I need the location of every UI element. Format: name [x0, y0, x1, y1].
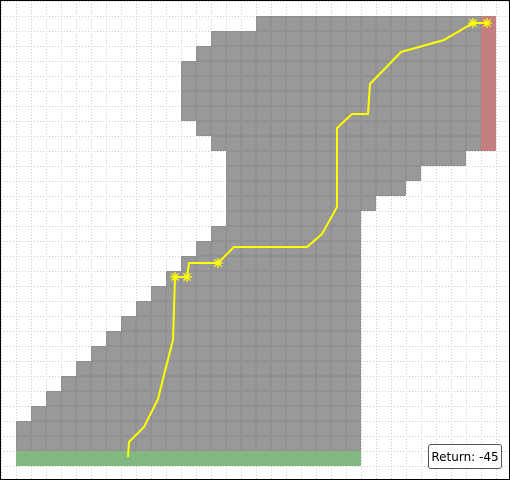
track-row	[136, 301, 361, 316]
track-row	[211, 226, 361, 241]
track-row	[16, 436, 361, 451]
track-row	[226, 151, 466, 166]
track-row	[211, 136, 496, 151]
position-marker	[182, 272, 192, 282]
track-row	[196, 46, 496, 61]
track-row	[226, 196, 376, 211]
track-row	[46, 391, 361, 406]
track-row	[196, 121, 496, 136]
track-row	[151, 286, 361, 301]
track-row	[121, 316, 361, 331]
position-marker	[468, 18, 478, 28]
track-row	[31, 406, 361, 421]
track-row	[16, 421, 361, 436]
track-row	[76, 361, 361, 376]
finish-zone	[481, 16, 496, 151]
track-row	[226, 211, 361, 226]
track-row	[226, 181, 406, 196]
track-row	[181, 91, 496, 106]
return-label: Return: -45	[431, 450, 498, 464]
track-row	[91, 346, 361, 361]
position-marker	[213, 258, 223, 268]
track-row	[181, 76, 496, 91]
track-row	[106, 331, 361, 346]
track-row	[181, 106, 496, 121]
return-display: Return: -45	[428, 444, 502, 469]
track-row	[196, 241, 361, 256]
track-row	[61, 376, 361, 391]
track-row	[256, 16, 496, 31]
track-area	[16, 16, 496, 451]
track-row	[181, 61, 496, 76]
position-marker	[170, 272, 180, 282]
start-zone	[16, 451, 361, 466]
position-marker	[482, 18, 492, 28]
track-row	[211, 31, 496, 46]
